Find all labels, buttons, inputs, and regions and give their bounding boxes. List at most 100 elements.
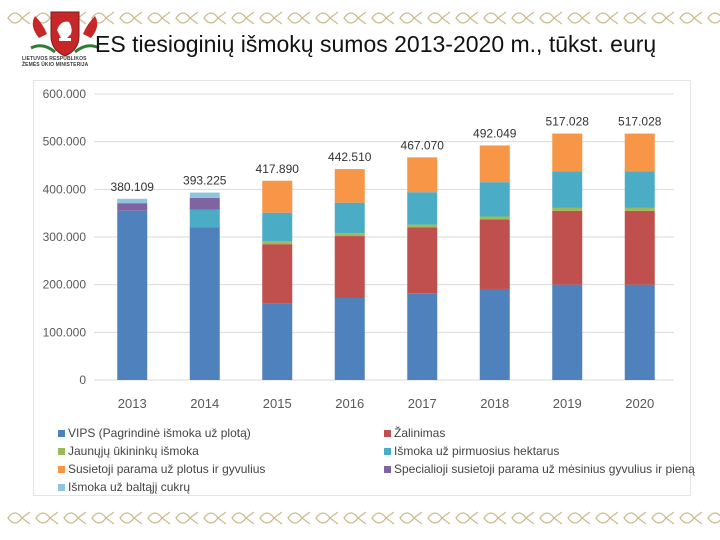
ornament-motif [679,511,703,525]
legend-label: Išmoka už baltąjį cukrų [68,480,191,494]
y-tick-label: 100.000 [43,325,87,339]
bar-segment-hektarai-2017 [407,192,438,225]
bar-segment-vips-2018 [479,288,510,380]
ornament-motif [287,11,311,25]
ministry-name-line-1: LIETUVOS RESPUBLIKOS [22,56,87,62]
ornament-motif [399,11,423,25]
legend-label: Specialioji susietoji parama už mėsinius… [394,462,695,476]
ornament-motif [679,11,703,25]
ornament-motif [511,11,535,25]
bar-segment-vips-2020 [624,284,655,380]
legend-label: Žalinimas [394,426,446,440]
legend-label: Jaunųjų ūkininkų išmoka [68,444,199,458]
ornament-motif [175,511,199,525]
ornament-motif [91,511,115,525]
ornament-motif [343,11,367,25]
bar-segment-susieta-2015 [262,180,293,213]
ornament-motif [259,11,283,25]
bottom-border-ornament [7,511,720,525]
bar-segment-zalinimas-2018 [479,219,510,289]
y-tick-label: 300.000 [43,230,87,244]
ornament-motif [175,11,199,25]
legend-swatch [384,447,391,455]
y-tick-label: 0 [79,373,86,387]
total-data-label: 380.109 [111,180,155,194]
ornament-motif [287,511,311,525]
bar-segment-jaunuju-2020 [624,207,655,211]
x-tick-label: 2020 [625,396,654,411]
ornament-motif [371,11,395,25]
ornament-motif [707,512,720,524]
ornament-motif [567,11,591,25]
bar-segment-vips-2015 [262,303,293,380]
ornament-motif [7,511,31,525]
ornament-motif [119,11,143,25]
bar-segment-jaunuju-2019 [552,207,583,211]
bar-segment-vips-2019 [552,284,583,380]
ornament-motif [231,511,255,525]
x-tick-label: 2013 [118,396,147,411]
ornament-motif [259,511,283,525]
bar-segment-susieta-2020 [624,133,655,172]
coat-of-arms-logo [30,11,100,57]
ornament-motif [651,11,675,25]
legend-item-vips: VIPS (Pagrindinė išmoka už plotą) [58,426,251,440]
ornament-motif [455,11,479,25]
legend-swatch [58,447,65,455]
legend-item-zalinimas: Žalinimas [384,426,445,440]
bar-segment-zalinimas-2015 [262,244,293,304]
bar-segment-vips-2016 [334,298,365,380]
total-data-label: 517.028 [618,115,662,129]
ornament-motif [539,11,563,25]
bar-segment-susieta-2017 [407,157,438,193]
total-data-label: 393.225 [183,174,227,188]
ornament-motif [623,511,647,525]
stacked-bar-chart: 0 100.000 200.000 300.000 400.000 500.000 600.… [43,87,674,411]
x-tick-label: 2017 [408,396,437,411]
ornament-motif [119,511,143,525]
ornament-motif [203,511,227,525]
bar-segment-zalinimas-2019 [552,210,583,285]
ornament-motif [623,11,647,25]
page-title: ES tiesioginių išmokų sumos 2013-2020 m.… [95,31,657,57]
legend-item-specialioji: Specialioji susietoji parama už mėsinius… [384,462,695,476]
bar-segment-specialioji-2014 [189,197,220,210]
bar-segment-susieta-2019 [552,133,583,172]
ornament-motif [315,511,339,525]
bar-segment-susieta-2016 [334,169,365,203]
ornament-motif [455,511,479,525]
total-data-label: 417.890 [256,162,300,176]
ornament-motif [343,511,367,525]
bar-segment-baltasis-2014 [189,192,220,198]
bar-segment-specialioji-2013 [117,203,148,211]
bar-segment-jaunuju-2018 [479,216,510,220]
bar-segment-jaunuju-2015 [262,241,293,245]
ornament-motif [315,11,339,25]
total-data-label: 492.049 [473,126,517,140]
ornament-motif [35,511,59,525]
legend-swatch [58,465,65,473]
ornament-motif [203,11,227,25]
legend-item-susieta: Susietoji parama už plotus ir gyvulius [58,462,265,476]
y-tick-label: 200.000 [43,278,87,292]
bar-segment-jaunuju-2016 [334,233,365,237]
ministry-name: LIETUVOS RESPUBLIKOS ŽEMĖS ŪKIO MINISTER… [22,56,112,68]
ornament-motif [483,11,507,25]
bar-segment-baltasis-2013 [117,198,148,204]
legend-swatch [58,483,65,491]
bar-segment-zalinimas-2020 [624,210,655,285]
bar-segment-susieta-2018 [479,145,510,183]
legend-item-jaunuju: Jaunųjų ūkininkų išmoka [58,444,199,458]
bar-segment-hektarai-2016 [334,202,365,234]
bar-segment-hektarai-2018 [479,182,510,217]
x-tick-label: 2018 [480,396,509,411]
ornament-motif [707,12,720,24]
bar-segment-zalinimas-2017 [407,227,438,294]
legend-swatch [384,465,391,473]
ornament-motif [483,511,507,525]
y-tick-label: 600.000 [43,87,87,101]
chart-panel: 0 100.000 200.000 300.000 400.000 500.000 600.… [33,80,691,496]
ornament-motif [231,11,255,25]
total-data-label: 442.510 [328,150,372,164]
bar-segment-vips-2013 [117,210,148,380]
